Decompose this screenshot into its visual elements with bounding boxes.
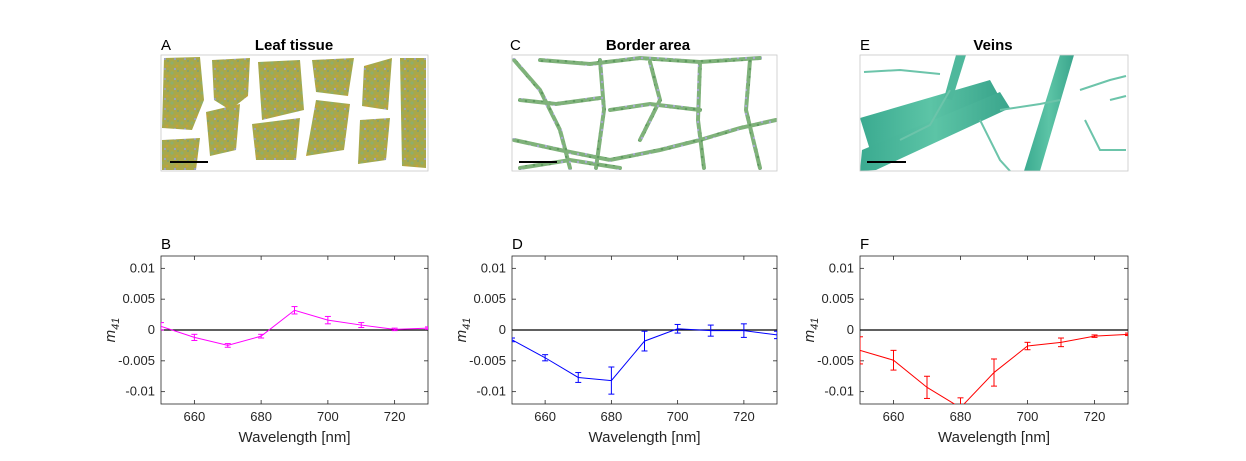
series [512,323,777,395]
x-tick-label: 700 [667,409,689,424]
y-tick-label: 0.01 [130,260,155,275]
x-tick-label: 680 [601,409,623,424]
series [161,306,428,348]
y-tick-label: 0 [148,322,155,337]
panel-title-leaf-tissue: Leaf tissue [255,37,333,54]
veins-image [860,55,1128,171]
x-tick-label: 700 [1017,409,1039,424]
series-line [161,309,428,346]
y-tick-label: 0.01 [829,260,854,275]
y-tick-label: -0.005 [118,353,155,368]
x-tick-label: 680 [950,409,972,424]
y-tick-label: -0.005 [817,353,854,368]
y-tick-label: 0.005 [122,291,155,306]
y-tick-label: -0.01 [824,384,854,399]
y-tick-label: -0.01 [476,384,506,399]
x-tick-label: 680 [250,409,272,424]
x-axis-label: Wavelength [nm] [938,429,1050,446]
panel-title-veins: Veins [973,37,1012,54]
y-axis-label: m41 [102,318,122,343]
panel-title-border-area: Border area [606,37,691,54]
x-tick-label: 720 [384,409,406,424]
panel-letter-e: E [860,37,870,54]
x-axis-label: Wavelength [nm] [239,429,351,446]
y-tick-label: 0 [847,322,854,337]
x-tick-label: 700 [317,409,339,424]
y-tick-label: 0.005 [821,291,854,306]
y-tick-label: -0.005 [469,353,506,368]
chart-d-border-area: D 0.01 0.005 0 -0.005 -0.01 660 680 700 720 Wavele… [453,236,778,446]
y-tick-label: 0 [499,322,506,337]
panel-letter: D [512,236,523,253]
x-tick-label: 660 [184,409,206,424]
leaf-tissue-image [161,55,428,171]
panel-letter-c: C [510,37,521,54]
panel-letter: B [161,236,171,253]
chart-b-leaf-tissue: B 0.01 0.005 0 -0.005 -0.01 660 680 700 720 Wavele… [102,236,429,446]
panel-letter: F [860,236,869,253]
chart-f-veins: F 0.01 0.005 0 -0.005 -0.01 660 680 700 720 Wavele… [801,236,1129,446]
x-tick-label: 660 [534,409,556,424]
x-axis-label: Wavelength [nm] [589,429,701,446]
series [860,332,1128,404]
border-area-image [512,55,777,171]
y-tick-label: 0.005 [473,291,506,306]
x-tick-label: 720 [1084,409,1106,424]
y-tick-label: 0.01 [481,260,506,275]
y-axis-label: m41 [801,318,821,343]
x-tick-label: 720 [733,409,755,424]
y-axis-label: m41 [453,318,473,343]
y-tick-label: -0.01 [125,384,155,399]
panel-letter-a: A [161,37,171,54]
x-tick-label: 660 [883,409,905,424]
